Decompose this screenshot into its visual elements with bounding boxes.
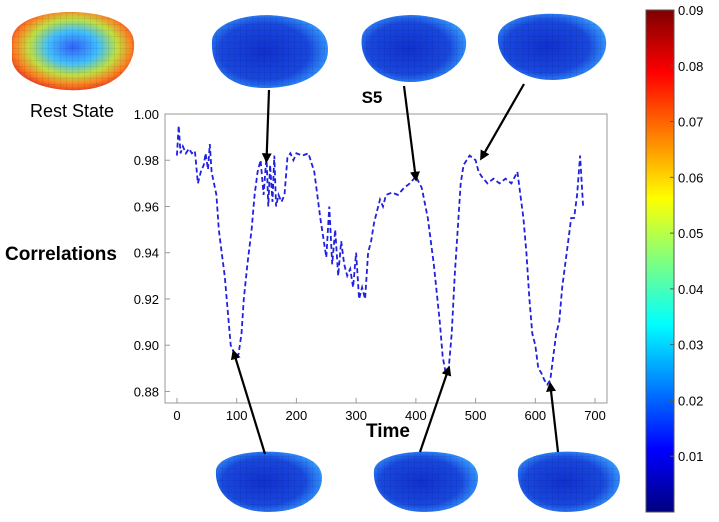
annotation-arrow: [402, 85, 420, 182]
chart-title: S5: [362, 88, 383, 107]
brain-image-bottom-3: [517, 451, 620, 512]
correlation-series-line: [176, 125, 584, 387]
brain-image-top-2: [361, 14, 467, 82]
annotation-arrow: [418, 365, 452, 453]
colorbar-tick-label: 0.04: [678, 282, 703, 297]
y-axis-label: Correlations: [5, 244, 117, 265]
plot-area: [164, 113, 608, 404]
brain-image-bottom-1: [215, 451, 322, 512]
colorbar-tick-label: 0.09: [678, 3, 703, 18]
annotation-arrow: [546, 381, 560, 453]
y-tick-label: 1.00: [134, 107, 159, 122]
brain-image-top-3: [497, 13, 607, 81]
colorbar-tick-label: 0.08: [678, 59, 703, 74]
x-tick-label: 400: [405, 408, 427, 423]
brain-image-bottom-2: [373, 451, 478, 512]
y-tick-label: 0.90: [134, 338, 159, 353]
x-tick-label: 300: [345, 408, 367, 423]
x-axis-ticks: 0 100 200 300 400 500 600 700: [173, 398, 606, 423]
x-axis-label: Time: [366, 421, 410, 442]
colorbar-tick-label: 0.06: [678, 170, 703, 185]
x-tick-label: 100: [226, 408, 248, 423]
annotation-arrows: [230, 83, 560, 455]
annotation-arrow: [230, 349, 267, 455]
colorbar-tick-label: 0.03: [678, 338, 703, 353]
y-tick-label: 0.98: [134, 153, 159, 168]
y-tick-label: 0.88: [134, 384, 159, 399]
y-axis-ticks: 0.88 0.90 0.92 0.94 0.96 0.98 1.00: [134, 107, 170, 399]
colorbar-tick-label: 0.01: [678, 449, 703, 464]
x-tick-label: 600: [524, 408, 546, 423]
annotation-arrow: [480, 83, 525, 161]
colorbar: [645, 9, 675, 513]
rest-state-brain-image: [12, 12, 135, 91]
x-tick-label: 200: [286, 408, 308, 423]
y-tick-label: 0.94: [134, 246, 159, 261]
brain-image-top-1: [211, 15, 328, 88]
colorbar-tick-label: 0.02: [678, 393, 703, 408]
x-tick-label: 500: [465, 408, 487, 423]
x-tick-label: 700: [584, 408, 606, 423]
y-tick-label: 0.96: [134, 199, 159, 214]
rest-state-label: Rest State: [30, 101, 114, 121]
colorbar-tick-label: 0.07: [678, 115, 703, 130]
colorbar-tick-label: 0.05: [678, 226, 703, 241]
annotation-arrow: [261, 89, 272, 164]
y-tick-label: 0.92: [134, 292, 159, 307]
x-tick-label: 0: [173, 408, 180, 423]
colorbar-ticks: 0.01 0.02 0.03 0.04 0.05 0.06 0.07 0.08 0.09: [670, 3, 703, 464]
